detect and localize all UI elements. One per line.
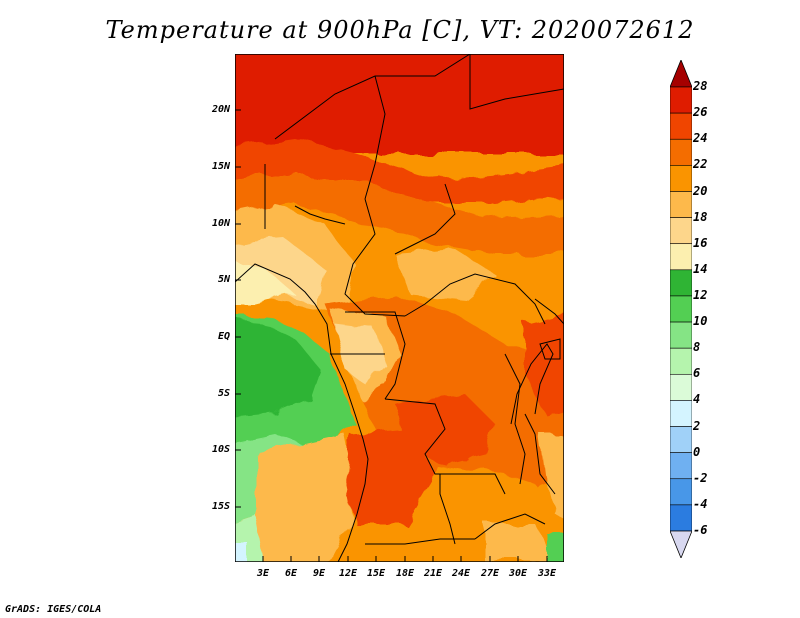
border-zambia-south <box>474 513 546 540</box>
colorbar-bin <box>670 86 692 114</box>
colorbar-bin <box>670 373 692 401</box>
colorbar-bin <box>670 165 692 192</box>
coastline <box>235 263 369 562</box>
colorbar-top-arrow <box>670 60 692 88</box>
lat-label-15s: 15S <box>211 501 230 512</box>
lon-label-24e: 24E <box>451 568 471 579</box>
colorbar-bin <box>670 243 692 271</box>
colorbar-label: 16 <box>693 235 708 250</box>
lon-label-3e: 3E <box>256 568 270 579</box>
colorbar-bin <box>670 426 692 453</box>
colorbar-label: -2 <box>693 470 708 485</box>
lat-label-20n: 20N <box>211 104 230 115</box>
lon-label-12e: 12E <box>338 568 358 579</box>
colorbar-label: 4 <box>693 392 701 407</box>
colorbar-label: 10 <box>693 314 708 329</box>
border-libya-egypt <box>469 54 564 110</box>
lon-label-33e: 33E <box>537 568 557 579</box>
border-niger-chad <box>364 75 386 200</box>
map-canvas <box>235 54 564 562</box>
colorbar-bin <box>670 217 692 245</box>
lon-label-9e: 9E <box>312 568 326 579</box>
colorbar-label: 18 <box>693 209 708 224</box>
region-car <box>395 249 495 299</box>
region-sahel-north <box>235 139 564 204</box>
region-zimbabwe <box>485 524 555 562</box>
temperature-map <box>235 54 564 562</box>
border-namibia-north <box>365 538 475 545</box>
border-drc-angola <box>384 398 506 495</box>
country-borders <box>235 54 564 562</box>
lat-label-10n: 10N <box>211 218 230 229</box>
lon-label-27e: 27E <box>480 568 500 579</box>
axis-ticks <box>235 109 548 562</box>
border-chad-sudan <box>394 183 456 255</box>
border-drc-east <box>504 353 526 485</box>
colorbar-label: 2 <box>693 418 701 433</box>
lon-label-30e: 30E <box>508 568 528 579</box>
region-sahara <box>235 54 564 154</box>
colorbar-bin <box>670 138 692 166</box>
lake-tanganyika <box>510 343 554 425</box>
colorbar-label: 24 <box>693 131 708 146</box>
border-angola-zambia <box>439 474 456 545</box>
colorbar-label: 0 <box>693 444 701 459</box>
colorbar-bottom-arrow <box>670 530 692 558</box>
border-gabon-congo <box>345 311 406 400</box>
region-tanzania <box>540 434 564 519</box>
colorbar-label: -4 <box>693 496 708 511</box>
lat-label-5s: 5S <box>217 388 230 399</box>
colorbar-bin <box>670 295 692 323</box>
colorbar-bin <box>670 400 692 427</box>
region-ocean-green <box>235 319 320 418</box>
colorbar-label: -6 <box>693 523 708 537</box>
lat-label-15n: 15N <box>211 161 230 172</box>
region-gulf-coast <box>235 261 295 304</box>
lat-label-10s: 10S <box>211 444 230 455</box>
lat-label-5n: 5N <box>217 274 230 285</box>
grads-credit: GrADS: IGES/COLA <box>5 604 102 615</box>
colorbar-label: 20 <box>693 183 708 198</box>
border-tanzania <box>524 413 556 495</box>
border-nigeria <box>294 205 346 225</box>
colorbar-label: 8 <box>693 340 701 355</box>
colorbar-bin <box>670 347 692 375</box>
border-car-south <box>404 273 546 325</box>
colorbar-bin <box>670 191 692 218</box>
colorbar-label: 22 <box>693 157 708 172</box>
temperature-field <box>235 54 564 562</box>
lon-label-6e: 6E <box>284 568 298 579</box>
lon-label-21e: 21E <box>423 568 443 579</box>
colorbar-bin <box>670 504 692 532</box>
colorbar-bin <box>670 112 692 140</box>
border-ethiopia <box>534 298 564 325</box>
region-ocean-cold <box>235 542 247 562</box>
colorbar-label: 26 <box>693 105 708 120</box>
region-mozambique-coast <box>547 534 564 562</box>
map-title: Temperature at 900hPa [C], VT: 202007261… <box>105 16 695 44</box>
colorbar <box>670 60 692 558</box>
lon-label-15e: 15E <box>366 568 386 579</box>
colorbar-label: 12 <box>693 287 708 302</box>
region-namibia <box>255 434 355 562</box>
lat-label-eq: EQ <box>217 331 230 342</box>
lake-victoria <box>539 338 561 360</box>
colorbar-label: 14 <box>693 261 708 276</box>
colorbar-label: 6 <box>693 366 701 381</box>
colorbar-label: 28 <box>693 79 708 93</box>
colorbar-bin <box>670 269 692 297</box>
region-angola <box>345 429 435 524</box>
colorbar-bin <box>670 452 692 480</box>
colorbar-bin <box>670 478 692 506</box>
lon-label-18e: 18E <box>395 568 415 579</box>
border-cameroon <box>344 198 406 317</box>
region-great-lakes <box>525 314 564 414</box>
region-sahel <box>235 172 564 254</box>
colorbar-bin <box>670 321 692 349</box>
